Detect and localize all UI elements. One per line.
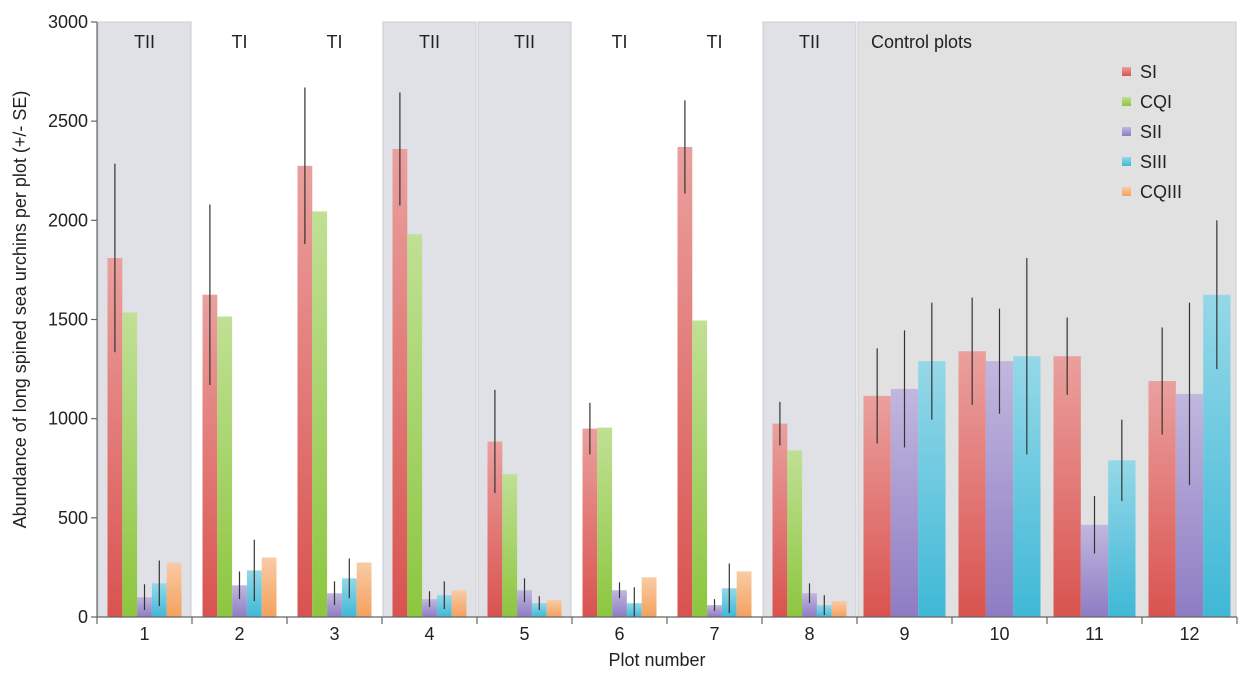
region-label-4: TII [514,32,535,52]
bar-SI-plot-8 [772,423,788,617]
bar-SI-plot-6 [582,428,598,617]
x-tick-label-9: 9 [899,624,909,644]
legend-label-SI: SI [1140,62,1157,82]
region-label-6: TI [707,32,723,52]
x-tick-label-6: 6 [614,624,624,644]
labels: TII TI TI TII TII TI TI TII Control plots [134,32,972,52]
y-axis-title: Abundance of long spined sea urchins per… [10,91,30,529]
x-tick-label-7: 7 [709,624,719,644]
bar-SI-plot-5 [487,441,503,617]
legend-swatch-CQI [1122,97,1131,106]
bar-SII-plot-8 [802,593,817,617]
bar-SI-plot-2 [202,294,218,617]
bar-CQIII-plot-4 [451,590,467,617]
x-tick-label-5: 5 [519,624,529,644]
bar-SI-plot-4 [392,148,408,617]
bar-CQI-plot-4 [407,234,423,617]
x-tick-label-12: 12 [1179,624,1199,644]
legend-swatch-SI [1122,67,1131,76]
x-tick-label-4: 4 [424,624,434,644]
y-tick-label-500: 500 [58,508,88,528]
region-label-2: TI [327,32,343,52]
x-tick-label-1: 1 [139,624,149,644]
bar-SI-plot-1 [107,258,123,617]
bar-CQIII-plot-7 [736,571,752,617]
legend: SI CQI SII SIII CQIII [1122,62,1182,202]
bar-CQI-plot-1 [122,312,138,617]
error-bars [114,87,1218,617]
bar-SII-plot-6 [612,590,627,617]
bar-SI-plot-11 [1053,356,1081,617]
legend-label-CQIII: CQIII [1140,182,1182,202]
y-tick-label-0: 0 [78,607,88,627]
legend-label-SIII: SIII [1140,152,1167,172]
y-tick-label-1500: 1500 [48,310,88,330]
bar-SI-plot-7 [677,146,693,617]
y-tick-label-2000: 2000 [48,210,88,230]
legend-swatch-SIII [1122,157,1131,166]
bar-SII-plot-4 [422,599,437,617]
bar-CQI-plot-8 [787,450,803,617]
legend-swatch-SII [1122,127,1131,136]
bar-CQIII-plot-1 [166,562,182,617]
x-tick-label-3: 3 [329,624,339,644]
legend-label-SII: SII [1140,122,1162,142]
y-tick-label-3000: 3000 [48,12,88,32]
bar-CQI-plot-6 [597,427,613,617]
region-label-8: Control plots [871,32,972,52]
bar-CQIII-plot-2 [261,557,277,617]
region-label-0: TII [134,32,155,52]
legend-swatch-CQIII [1122,187,1131,196]
bar-CQI-plot-5 [502,474,518,617]
region-label-7: TII [799,32,820,52]
bar-SII-plot-2 [232,585,247,617]
bar-CQI-plot-3 [312,211,328,618]
bar-SI-plot-3 [297,165,313,617]
bar-CQIII-plot-5 [546,600,562,617]
bar-CQIII-plot-6 [641,577,657,617]
x-tick-label-2: 2 [234,624,244,644]
y-tick-label-1000: 1000 [48,409,88,429]
bar-CQIII-plot-8 [831,601,847,617]
bar-CQI-plot-2 [217,316,233,617]
bar-CQI-plot-7 [692,320,708,617]
region-label-3: TII [419,32,440,52]
legend-label-CQI: CQI [1140,92,1172,112]
region-label-5: TI [612,32,628,52]
bars [107,146,1231,618]
region-label-1: TI [232,32,248,52]
bar-SII-plot-5 [517,590,532,617]
x-axis-title: Plot number [608,650,705,670]
x-tick-label-11: 11 [1085,624,1104,644]
bar-CQIII-plot-3 [356,562,372,617]
x-tick-label-10: 10 [989,624,1009,644]
y-tick-label-2500: 2500 [48,111,88,131]
x-tick-label-8: 8 [804,624,814,644]
